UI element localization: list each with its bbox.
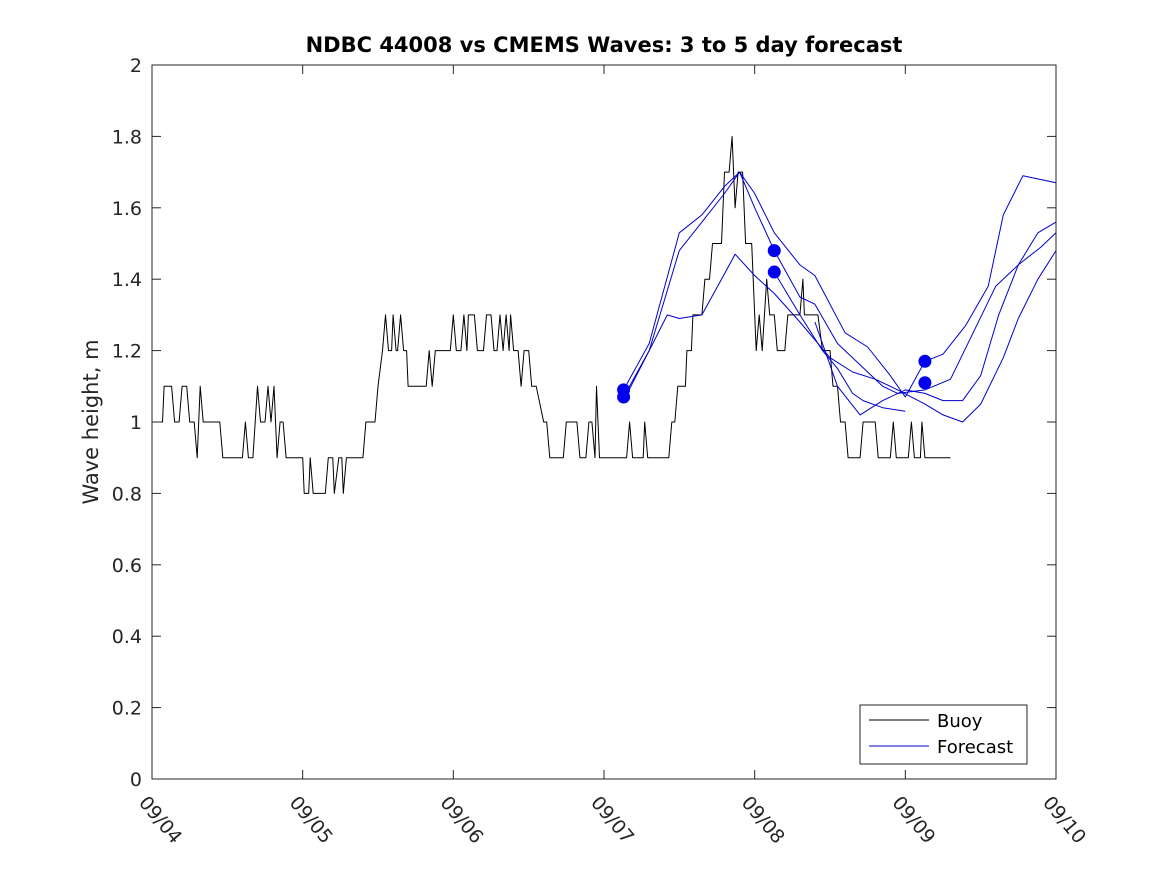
y-tick-label: 2 (130, 55, 142, 77)
series-line-0 (152, 135, 951, 494)
x-tick-label: 09/07 (586, 792, 638, 848)
x-tick-label: 09/06 (436, 792, 488, 848)
y-tick-label: 1.8 (112, 126, 142, 148)
legend-box (859, 704, 1028, 765)
y-tick-label: 0.4 (112, 626, 142, 648)
forecast-marker-1 (617, 390, 631, 404)
series-line-4 (773, 271, 906, 412)
forecast-marker-4 (918, 354, 932, 368)
series-line-2 (623, 171, 1057, 398)
legend-label-forecast: Forecast (937, 737, 1013, 758)
legend-label-buoy: Buoy (937, 711, 983, 732)
y-tick-label: 0.2 (112, 698, 142, 720)
y-tick-label: 0.6 (112, 555, 142, 577)
y-tick-label: 0.8 (112, 483, 142, 505)
forecast-marker-3 (767, 265, 781, 279)
forecast-marker-5 (918, 376, 932, 390)
forecast-marker-2 (767, 244, 781, 258)
y-tick-label: 1.4 (112, 269, 142, 291)
x-tick-label: 09/10 (1038, 792, 1090, 848)
series-line-1 (623, 171, 1057, 398)
y-tick-label: 1.6 (112, 198, 142, 220)
x-tick-label: 09/04 (134, 792, 186, 848)
y-tick-label: 0 (130, 769, 142, 791)
legend: Buoy Forecast (859, 704, 1028, 765)
x-tick-label: 09/09 (888, 792, 940, 848)
data-layer (152, 135, 1057, 494)
chart-title: NDBC 44008 vs CMEMS Waves: 3 to 5 day fo… (306, 33, 903, 57)
plot-area (152, 65, 1056, 779)
x-tick-label: 09/05 (285, 792, 337, 848)
y-axis-label: Wave height, m (79, 339, 103, 504)
y-tick-label: 1.2 (112, 341, 142, 363)
series-line-5 (814, 221, 1057, 416)
x-tick-label: 09/08 (737, 792, 789, 848)
series-line-3 (623, 250, 1057, 423)
y-tick-label: 1 (130, 412, 142, 434)
